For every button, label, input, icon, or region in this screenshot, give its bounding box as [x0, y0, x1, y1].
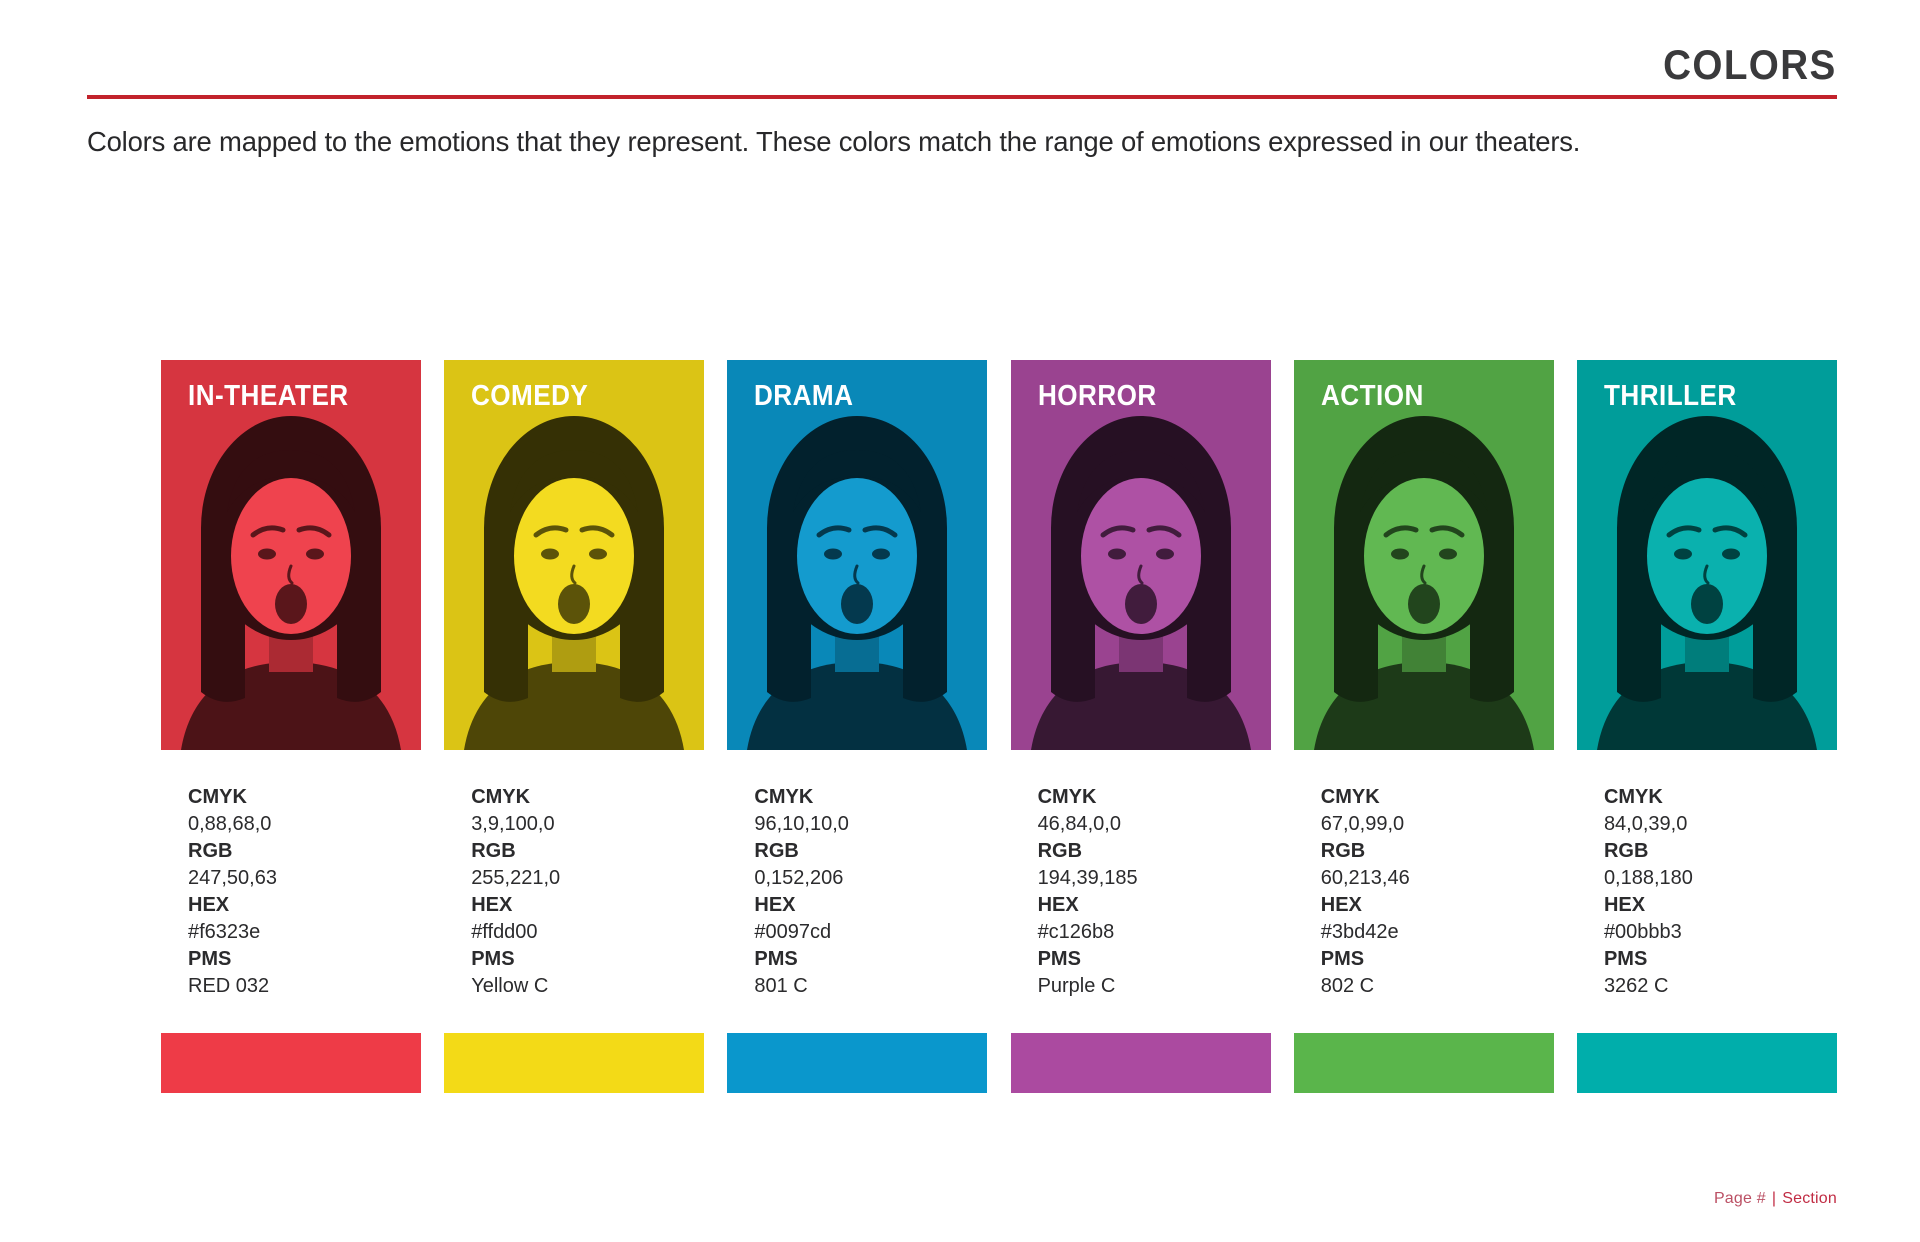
- genre-label: IN-THEATER: [188, 380, 349, 412]
- color-bar: [1293, 1033, 1554, 1093]
- genre-label: ACTION: [1320, 380, 1424, 412]
- spec-value-cmyk: 96,10,10,0: [754, 813, 849, 835]
- intro-text: Colors are mapped to the emotions that t…: [87, 126, 1581, 157]
- spec-label-hex: HEX: [1320, 894, 1362, 916]
- spec-label-hex: HEX: [188, 894, 230, 916]
- spec-label-rgb: RGB: [1320, 840, 1366, 862]
- duotone-portrait: [1010, 360, 1271, 750]
- spec-value-rgb: 60,213,46: [1320, 867, 1410, 889]
- spec-label-rgb: RGB: [471, 840, 516, 862]
- color-specs: CMYK 84,0,39,0 RGB 0,188,180 HEX #00bbb3…: [1604, 784, 1837, 1000]
- spec-value-rgb: 247,50,63: [188, 867, 277, 889]
- footer-section-label: Section: [1782, 1190, 1837, 1207]
- genre-label: DRAMA: [754, 380, 854, 412]
- spec-label-rgb: RGB: [1037, 840, 1083, 862]
- swatch-column-horror: HORROR CMYK 46,84,0,0 RGB 194,39,185 HEX…: [1010, 360, 1271, 1093]
- footer-divider: |: [1771, 1190, 1777, 1207]
- spec-label-cmyk: CMYK: [1037, 786, 1097, 808]
- spec-label-rgb: RGB: [188, 840, 233, 862]
- emotion-photo: HORROR: [1010, 360, 1271, 750]
- spec-label-pms: PMS: [471, 948, 515, 970]
- spec-value-cmyk: 46,84,0,0: [1037, 813, 1121, 835]
- accent-rule: [87, 95, 1837, 99]
- color-specs: CMYK 96,10,10,0 RGB 0,152,206 HEX #0097c…: [754, 784, 987, 1000]
- color-swatch-grid: IN-THEATER CMYK 0,88,68,0 RGB 247,50,63 …: [161, 360, 1837, 1093]
- color-specs: CMYK 67,0,99,0 RGB 60,213,46 HEX #3bd42e…: [1321, 784, 1554, 1000]
- duotone-portrait: [727, 360, 988, 750]
- color-bar: [727, 1033, 988, 1093]
- spec-value-rgb: 194,39,185: [1037, 867, 1138, 889]
- spec-label-rgb: RGB: [754, 840, 799, 862]
- emotion-photo: IN-THEATER: [161, 360, 421, 750]
- spec-label-hex: HEX: [1603, 894, 1646, 916]
- duotone-portrait: [1576, 360, 1837, 750]
- color-specs: CMYK 46,84,0,0 RGB 194,39,185 HEX #c126b…: [1038, 784, 1271, 1000]
- swatch-column-comedy: COMEDY CMYK 3,9,100,0 RGB 255,221,0 HEX …: [444, 360, 705, 1093]
- genre-label: THRILLER: [1603, 380, 1737, 412]
- spec-label-cmyk: CMYK: [1320, 786, 1380, 808]
- emotion-photo: ACTION: [1293, 360, 1554, 750]
- spec-label-pms: PMS: [1320, 948, 1365, 970]
- spec-value-hex: #ffdd00: [471, 921, 538, 943]
- spec-label-pms: PMS: [754, 948, 798, 970]
- swatch-column-in-theater: IN-THEATER CMYK 0,88,68,0 RGB 247,50,63 …: [161, 360, 421, 1093]
- spec-label-pms: PMS: [1037, 948, 1081, 970]
- spec-label-hex: HEX: [1037, 894, 1079, 916]
- spec-value-cmyk: 67,0,99,0: [1320, 813, 1405, 835]
- spec-value-hex: #f6323e: [188, 921, 261, 943]
- swatch-column-thriller: THRILLER CMYK 84,0,39,0 RGB 0,188,180 HE…: [1576, 360, 1837, 1093]
- spec-label-cmyk: CMYK: [1603, 786, 1663, 808]
- spec-value-pms: Yellow C: [471, 975, 549, 997]
- spec-value-pms: Purple C: [1037, 975, 1116, 997]
- color-bar: [444, 1033, 705, 1093]
- spec-label-cmyk: CMYK: [754, 786, 814, 808]
- spec-value-hex: #3bd42e: [1320, 921, 1399, 943]
- page-footer: Page # | Section: [1714, 1190, 1837, 1208]
- spec-label-cmyk: CMYK: [188, 786, 247, 808]
- spec-value-pms: 3262 C: [1603, 975, 1669, 997]
- color-specs: CMYK 0,88,68,0 RGB 247,50,63 HEX #f6323e…: [188, 784, 421, 1000]
- spec-value-cmyk: 3,9,100,0: [471, 813, 555, 835]
- color-bar: [1010, 1033, 1271, 1093]
- spec-label-pms: PMS: [1603, 948, 1648, 970]
- duotone-portrait: [161, 360, 421, 750]
- spec-value-cmyk: 0,88,68,0: [188, 813, 272, 835]
- spec-label-hex: HEX: [471, 894, 513, 916]
- duotone-portrait: [444, 360, 705, 750]
- spec-value-cmyk: 84,0,39,0: [1603, 813, 1688, 835]
- spec-label-pms: PMS: [188, 948, 232, 970]
- duotone-portrait: [1293, 360, 1554, 750]
- color-specs: CMYK 3,9,100,0 RGB 255,221,0 HEX #ffdd00…: [471, 784, 704, 1000]
- emotion-photo: COMEDY: [444, 360, 705, 750]
- spec-value-pms: 801 C: [754, 975, 808, 997]
- page-number-label: Page #: [1713, 1190, 1766, 1207]
- spec-label-rgb: RGB: [1603, 840, 1649, 862]
- spec-value-rgb: 0,152,206: [754, 867, 844, 889]
- page-title: COLORS: [1663, 41, 1837, 88]
- genre-label: HORROR: [1037, 380, 1157, 412]
- spec-value-hex: #c126b8: [1037, 921, 1115, 943]
- spec-label-hex: HEX: [754, 894, 796, 916]
- spec-value-hex: #00bbb3: [1603, 921, 1682, 943]
- spec-value-hex: #0097cd: [754, 921, 832, 943]
- color-bar: [1576, 1033, 1837, 1093]
- swatch-column-drama: DRAMA CMYK 96,10,10,0 RGB 0,152,206 HEX …: [727, 360, 988, 1093]
- swatch-column-action: ACTION CMYK 67,0,99,0 RGB 60,213,46 HEX …: [1293, 360, 1554, 1093]
- emotion-photo: DRAMA: [727, 360, 988, 750]
- spec-value-rgb: 0,188,180: [1603, 867, 1693, 889]
- color-bar: [161, 1033, 421, 1093]
- spec-value-pms: RED 032: [188, 975, 270, 997]
- spec-label-cmyk: CMYK: [471, 786, 531, 808]
- genre-label: COMEDY: [471, 380, 589, 412]
- spec-value-rgb: 255,221,0: [471, 867, 561, 889]
- emotion-photo: THRILLER: [1576, 360, 1837, 750]
- spec-value-pms: 802 C: [1320, 975, 1375, 997]
